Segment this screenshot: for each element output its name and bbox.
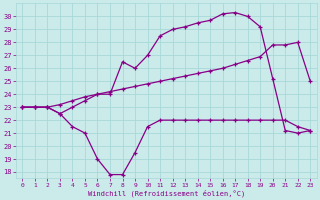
X-axis label: Windchill (Refroidissement éolien,°C): Windchill (Refroidissement éolien,°C) xyxy=(88,189,245,197)
